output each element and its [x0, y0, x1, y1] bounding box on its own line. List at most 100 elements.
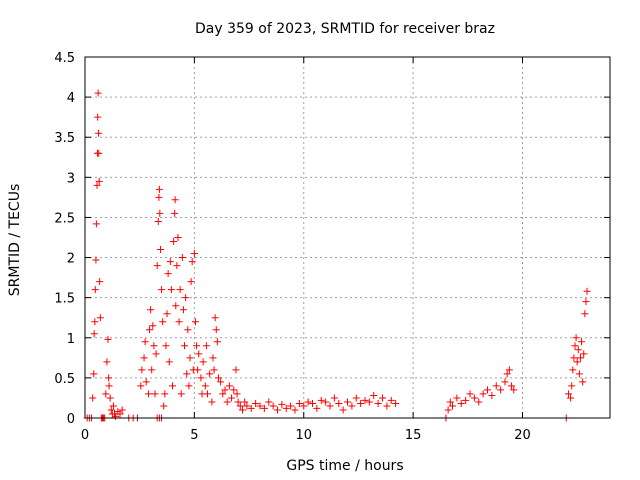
data-point	[278, 400, 286, 408]
data-point	[165, 358, 173, 366]
data-point	[94, 89, 102, 97]
y-tick-label: 2.5	[54, 211, 75, 226]
y-axis-title: SRMTID / TECUs	[7, 184, 23, 297]
data-point	[295, 400, 303, 408]
data-point	[96, 278, 104, 286]
data-point	[174, 234, 182, 241]
data-point	[453, 394, 461, 402]
data-point	[201, 382, 209, 390]
y-tick-label: 3.5	[54, 131, 75, 146]
data-point	[573, 358, 581, 366]
data-point	[148, 366, 156, 374]
data-point	[470, 394, 478, 402]
data-point	[154, 217, 162, 225]
data-point	[106, 394, 114, 402]
data-point	[112, 412, 120, 420]
x-tick-label: 5	[190, 428, 198, 443]
data-point	[191, 318, 199, 326]
data-point	[91, 318, 99, 326]
data-point	[93, 181, 101, 189]
data-point	[212, 326, 220, 334]
data-point	[572, 334, 580, 342]
data-point	[208, 398, 216, 406]
data-point	[195, 350, 203, 358]
data-point	[190, 250, 198, 258]
y-tick-label: 0	[67, 412, 75, 427]
x-tick-label: 0	[81, 428, 89, 443]
y-tick-label: 1	[67, 332, 75, 347]
data-point	[156, 209, 164, 217]
data-point	[492, 382, 500, 390]
data-point	[166, 258, 174, 266]
data-point	[92, 220, 100, 228]
data-point	[383, 402, 391, 410]
y-tick-label: 2	[67, 252, 75, 267]
data-point	[155, 193, 163, 201]
data-point	[223, 398, 231, 406]
data-point	[234, 398, 242, 406]
data-point	[326, 402, 334, 410]
data-point	[206, 370, 214, 378]
data-point	[171, 209, 179, 217]
ticks-layer	[84, 56, 610, 419]
data-point	[374, 400, 382, 408]
y-tick-label: 1.5	[54, 292, 75, 307]
data-point	[287, 402, 295, 410]
data-point	[146, 326, 154, 334]
grid-layer	[85, 57, 610, 418]
data-point	[104, 335, 112, 343]
data-point	[186, 354, 194, 362]
data-point	[170, 238, 178, 246]
data-point	[339, 406, 347, 414]
x-axis-title: GPS time / hours	[286, 458, 403, 474]
data-point	[177, 390, 185, 398]
data-point	[365, 398, 373, 406]
data-point	[155, 185, 163, 193]
data-point	[569, 366, 577, 374]
data-point	[508, 382, 516, 390]
data-point	[221, 386, 229, 394]
data-point	[95, 177, 103, 185]
data-point	[239, 406, 246, 414]
y-tick-label: 4	[67, 91, 75, 106]
data-point	[247, 404, 255, 412]
data-point	[233, 390, 241, 398]
data-point	[317, 396, 325, 404]
data-point	[392, 400, 400, 408]
data-point	[185, 382, 193, 390]
data-point	[213, 338, 221, 346]
data-point	[484, 386, 491, 394]
data-point	[202, 342, 210, 350]
data-point	[181, 342, 189, 350]
data-point	[142, 378, 150, 386]
data-point	[214, 374, 222, 382]
data-point	[103, 358, 111, 366]
data-point	[243, 402, 251, 410]
data-point	[94, 113, 102, 121]
data-point	[344, 398, 351, 406]
data-point	[444, 406, 452, 414]
data-point	[265, 398, 273, 406]
data-point	[184, 326, 192, 334]
data-point	[95, 129, 103, 137]
data-point	[313, 404, 321, 412]
data-point	[176, 286, 184, 294]
data-point	[210, 366, 218, 374]
data-point	[156, 246, 164, 254]
data-point	[96, 314, 104, 322]
data-point	[178, 254, 186, 262]
chart-title: Day 359 of 2023, SRMTID for receiver bra…	[195, 21, 495, 37]
data-point	[211, 314, 219, 322]
data-point	[162, 342, 170, 350]
data-point	[150, 342, 158, 350]
data-point	[497, 386, 505, 394]
data-point	[161, 390, 169, 398]
data-point	[172, 302, 180, 310]
data-point	[510, 386, 518, 394]
data-point	[141, 338, 149, 346]
plot-frame	[84, 56, 611, 419]
data-point	[159, 318, 167, 326]
data-point	[209, 354, 217, 362]
data-point	[466, 390, 474, 398]
data-point	[140, 354, 148, 362]
